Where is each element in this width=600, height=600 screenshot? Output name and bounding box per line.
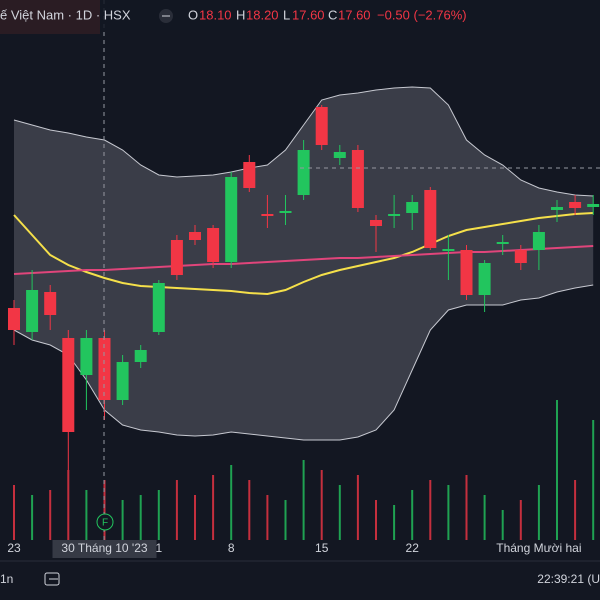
indicator-line (13, 245, 594, 275)
change: −0.50 (−2.76%) (377, 7, 467, 22)
candle-body (514, 250, 527, 263)
l-label: L (283, 7, 290, 22)
candle-body (225, 177, 238, 262)
candle-body (569, 202, 582, 208)
candle-body (551, 207, 563, 210)
event-label: F (102, 518, 108, 529)
candle-body (442, 249, 455, 251)
candle-body (279, 211, 292, 213)
x-tick-label: 22 (406, 541, 420, 555)
candle-body (351, 150, 364, 208)
candle-body (297, 150, 310, 195)
band-lower (13, 284, 594, 441)
symbol-bg (0, 0, 100, 34)
x-tick-label: 8 (228, 541, 235, 555)
x-tick-label: 1 (155, 541, 162, 555)
candle-body (261, 214, 274, 216)
candle-body (44, 292, 57, 315)
c-value: 17.60 (338, 7, 371, 22)
x-tick-label: 23 (7, 541, 21, 555)
candle-body (152, 283, 165, 332)
candle-body (207, 228, 220, 262)
candle-body (134, 350, 147, 362)
candle-body (189, 232, 201, 240)
range-button[interactable]: 1n (0, 572, 13, 586)
l-value: 17.60 (292, 7, 325, 22)
o-label: O (188, 7, 198, 22)
candle-body (8, 308, 20, 330)
candle-body (406, 202, 419, 213)
x-tick-label: 15 (315, 541, 329, 555)
candle-body (478, 263, 491, 295)
indicator-line (13, 212, 594, 296)
toolbar (0, 562, 600, 600)
candle-body (587, 204, 600, 207)
candle-body (62, 338, 75, 432)
candle-body (532, 232, 545, 250)
event-marker[interactable] (96, 513, 114, 531)
candle-body (388, 214, 401, 216)
x-tick-label: 30 Tháng 10 '23 (61, 541, 147, 555)
c-label: C (328, 7, 337, 22)
clock: 22:39:21 (U (537, 572, 600, 586)
candle-body (496, 242, 509, 244)
candle-body (460, 250, 473, 295)
candle-body (315, 107, 328, 145)
x-label-highlight (52, 540, 157, 558)
candle-body (424, 190, 437, 248)
candle-body (243, 162, 256, 188)
candle-body (26, 290, 39, 332)
candle-body (370, 220, 382, 226)
symbol[interactable]: ế Việt Nam · 1D · HSX (0, 7, 131, 22)
candle-body (116, 362, 129, 400)
x-tick-label: Tháng Mười hai (496, 541, 581, 555)
o-value: 18.10 (199, 7, 232, 22)
h-value: 18.20 (246, 7, 279, 22)
compare-icon[interactable] (44, 572, 60, 586)
candle-body (80, 338, 93, 375)
candle-body (170, 240, 183, 275)
band-upper (13, 86, 594, 197)
candle-body (333, 152, 346, 158)
h-label: H (236, 7, 245, 22)
